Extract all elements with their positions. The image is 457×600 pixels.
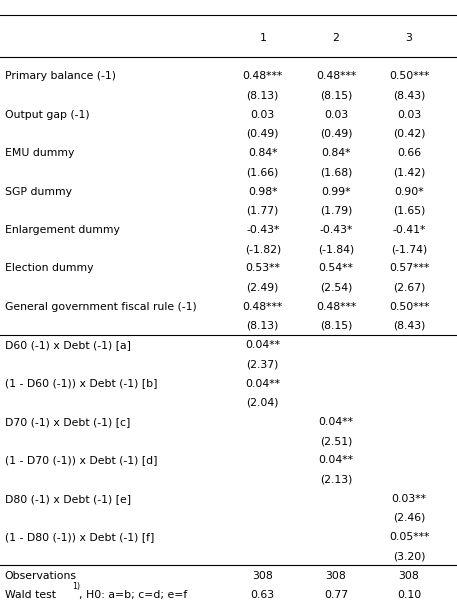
Text: General government fiscal rule (-1): General government fiscal rule (-1) [5, 302, 197, 312]
Text: Primary balance (-1): Primary balance (-1) [5, 71, 116, 82]
Text: (0.49): (0.49) [246, 129, 279, 139]
Text: (1.77): (1.77) [247, 206, 279, 216]
Text: Wald test: Wald test [5, 590, 56, 600]
Text: 0.57***: 0.57*** [389, 263, 429, 274]
Text: (2.46): (2.46) [393, 513, 425, 523]
Text: 0.48***: 0.48*** [243, 71, 283, 82]
Text: 0.03: 0.03 [250, 110, 275, 120]
Text: 0.04**: 0.04** [319, 417, 353, 427]
Text: 0.84*: 0.84* [321, 148, 351, 158]
Text: (8.43): (8.43) [393, 321, 425, 331]
Text: (2.54): (2.54) [320, 283, 352, 293]
Text: (1.42): (1.42) [393, 167, 425, 178]
Text: (1.79): (1.79) [320, 206, 352, 216]
Text: 1: 1 [259, 33, 266, 43]
Text: (1 - D80 (-1)) x Debt (-1) [f]: (1 - D80 (-1)) x Debt (-1) [f] [5, 532, 154, 542]
Text: 0.10: 0.10 [397, 590, 421, 600]
Text: (1 - D70 (-1)) x Debt (-1) [d]: (1 - D70 (-1)) x Debt (-1) [d] [5, 455, 157, 466]
Text: (8.13): (8.13) [247, 91, 279, 101]
Text: 0.84*: 0.84* [248, 148, 277, 158]
Text: 0.03: 0.03 [397, 110, 421, 120]
Text: 0.99*: 0.99* [321, 187, 351, 197]
Text: 0.03**: 0.03** [392, 494, 426, 504]
Text: 0.53**: 0.53** [245, 263, 280, 274]
Text: (8.13): (8.13) [247, 321, 279, 331]
Text: (2.51): (2.51) [320, 436, 352, 446]
Text: 0.66: 0.66 [397, 148, 421, 158]
Text: SGP dummy: SGP dummy [5, 187, 72, 197]
Text: D60 (-1) x Debt (-1) [a]: D60 (-1) x Debt (-1) [a] [5, 340, 131, 350]
Text: 308: 308 [252, 571, 273, 581]
Text: (1.65): (1.65) [393, 206, 425, 216]
Text: (2.04): (2.04) [246, 398, 279, 408]
Text: (8.15): (8.15) [320, 321, 352, 331]
Text: D70 (-1) x Debt (-1) [c]: D70 (-1) x Debt (-1) [c] [5, 417, 130, 427]
Text: 0.04**: 0.04** [319, 455, 353, 466]
Text: 0.50***: 0.50*** [389, 71, 429, 82]
Text: Output gap (-1): Output gap (-1) [5, 110, 89, 120]
Text: 0.63: 0.63 [251, 590, 275, 600]
Text: (-1.84): (-1.84) [318, 244, 354, 254]
Text: 0.48***: 0.48*** [316, 302, 356, 312]
Text: , H0: a=b; c=d; e=f: , H0: a=b; c=d; e=f [79, 590, 187, 600]
Text: Enlargement dummy: Enlargement dummy [5, 225, 119, 235]
Text: (3.20): (3.20) [393, 551, 425, 562]
Text: (8.15): (8.15) [320, 91, 352, 101]
Text: (-1.82): (-1.82) [244, 244, 281, 254]
Text: 0.03: 0.03 [324, 110, 348, 120]
Text: -0.43*: -0.43* [246, 225, 280, 235]
Text: 0.04**: 0.04** [245, 379, 280, 389]
Text: (2.49): (2.49) [247, 283, 279, 293]
Text: 3: 3 [405, 33, 413, 43]
Text: (2.67): (2.67) [393, 283, 425, 293]
Text: 0.50***: 0.50*** [389, 302, 429, 312]
Text: (2.13): (2.13) [320, 475, 352, 485]
Text: (1 - D60 (-1)) x Debt (-1) [b]: (1 - D60 (-1)) x Debt (-1) [b] [5, 379, 157, 389]
Text: -0.41*: -0.41* [392, 225, 426, 235]
Text: (0.42): (0.42) [393, 129, 425, 139]
Text: 0.98*: 0.98* [248, 187, 277, 197]
Text: 0.54**: 0.54** [319, 263, 353, 274]
Text: 308: 308 [399, 571, 420, 581]
Text: Observations: Observations [5, 571, 77, 581]
Text: 308: 308 [325, 571, 346, 581]
Text: 1): 1) [72, 581, 80, 590]
Text: 0.04**: 0.04** [245, 340, 280, 350]
Text: (2.37): (2.37) [247, 359, 279, 370]
Text: Election dummy: Election dummy [5, 263, 93, 274]
Text: (0.49): (0.49) [319, 129, 352, 139]
Text: (-1.74): (-1.74) [391, 244, 427, 254]
Text: 0.77: 0.77 [324, 590, 348, 600]
Text: -0.43*: -0.43* [319, 225, 353, 235]
Text: 0.48***: 0.48*** [243, 302, 283, 312]
Text: D80 (-1) x Debt (-1) [e]: D80 (-1) x Debt (-1) [e] [5, 494, 131, 504]
Text: 0.05***: 0.05*** [389, 532, 429, 542]
Text: EMU dummy: EMU dummy [5, 148, 74, 158]
Text: 0.48***: 0.48*** [316, 71, 356, 82]
Text: (1.66): (1.66) [247, 167, 279, 178]
Text: 2: 2 [332, 33, 340, 43]
Text: (8.43): (8.43) [393, 91, 425, 101]
Text: (1.68): (1.68) [320, 167, 352, 178]
Text: 0.90*: 0.90* [394, 187, 424, 197]
